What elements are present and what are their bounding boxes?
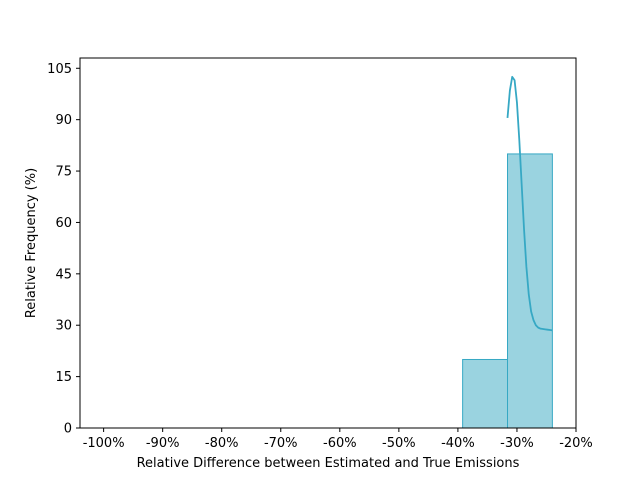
x-tick-label: -60% — [323, 436, 357, 451]
y-tick-label: 60 — [55, 216, 72, 231]
kde-line — [506, 75, 553, 332]
x-tick-label: -20% — [559, 436, 593, 451]
histogram-bar — [507, 153, 553, 429]
x-tick-label: -70% — [264, 436, 298, 451]
x-tick-label: -30% — [500, 436, 534, 451]
x-tick-label: -90% — [146, 436, 180, 451]
y-tick-label: 30 — [55, 319, 72, 334]
x-axis-label: Relative Difference between Estimated an… — [137, 456, 520, 471]
y-tick-label: 75 — [55, 165, 72, 180]
histogram-bar — [462, 358, 509, 429]
y-axis-label: Relative Frequency (%) — [24, 168, 39, 318]
x-tick-label: -40% — [441, 436, 475, 451]
y-tick-label: 45 — [55, 267, 72, 282]
x-tick-label: -50% — [382, 436, 416, 451]
y-tick-label: 105 — [47, 62, 72, 77]
y-tick-label: 0 — [64, 422, 72, 437]
kde-layer — [506, 75, 553, 332]
y-axis-ticks: 0 15 30 45 60 75 90 105 — [47, 62, 80, 437]
x-tick-label: -100% — [83, 436, 125, 451]
plot-frame — [79, 57, 577, 429]
y-tick-label: 90 — [55, 113, 72, 128]
y-tick-label: 15 — [55, 370, 72, 385]
bars-layer — [462, 153, 553, 429]
x-axis-ticks: -100% -90% -80% -70% -60% -50% -40% -30% -20% — [83, 428, 593, 451]
x-tick-label: -80% — [205, 436, 239, 451]
